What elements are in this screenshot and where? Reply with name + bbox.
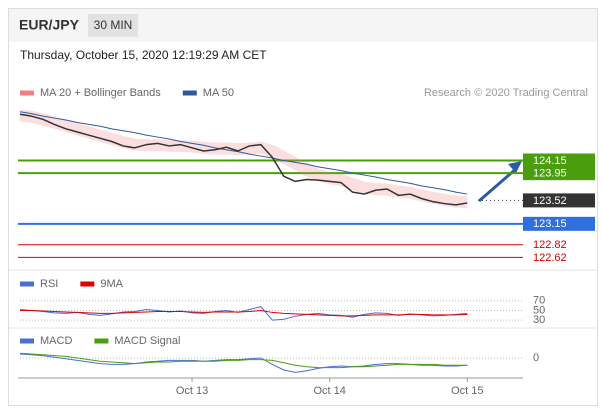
legend-swatch	[20, 90, 34, 96]
y-tick-label: 50	[533, 304, 545, 316]
level-tag	[523, 193, 595, 208]
legend-swatch	[182, 90, 197, 96]
forecast-arrowhead	[508, 161, 522, 173]
legend-label: MA 20 + Bollinger Bands	[40, 87, 161, 99]
series-line	[19, 113, 468, 206]
x-tick-label: Oct 14	[313, 385, 345, 397]
legend-label: RSI	[40, 278, 58, 290]
legend-swatch	[80, 281, 95, 287]
y-tick-label: 0	[533, 352, 539, 364]
frame	[8, 8, 598, 406]
datetime: Thursday, October 15, 2020 12:19:29 AM C…	[20, 48, 267, 62]
level-label: 124.15	[533, 155, 567, 167]
legend-label: 9MA	[100, 278, 123, 290]
legend-swatch	[20, 338, 34, 344]
level-tag	[523, 216, 595, 231]
level-label: 123.52	[533, 195, 567, 207]
timeframe: 30 MIN	[94, 18, 133, 32]
level-tag	[523, 153, 595, 168]
legend-label: MACD	[40, 335, 72, 347]
series-line	[19, 352, 468, 369]
legend-swatch	[20, 281, 34, 287]
level-label: 123.15	[533, 218, 567, 230]
series-line	[20, 310, 468, 317]
x-tick-label: Oct 15	[451, 385, 483, 397]
y-tick-label: 70	[533, 295, 545, 307]
series-line	[19, 111, 468, 195]
series-line	[19, 353, 468, 373]
level-label: 122.82	[533, 239, 567, 251]
symbol: EUR/JPY	[19, 17, 80, 33]
timeframe-box	[88, 14, 138, 37]
level-label: 122.62	[533, 252, 567, 264]
y-tick-label: 30	[533, 314, 545, 326]
x-tick-label: Oct 13	[176, 385, 208, 397]
level-tag	[523, 166, 595, 181]
legend-label: MA 50	[203, 87, 234, 99]
legend-swatch	[94, 338, 109, 344]
credit: Research © 2020 Trading Central	[424, 87, 588, 99]
level-label: 123.95	[533, 168, 567, 180]
legend-label: MACD Signal	[114, 335, 180, 347]
